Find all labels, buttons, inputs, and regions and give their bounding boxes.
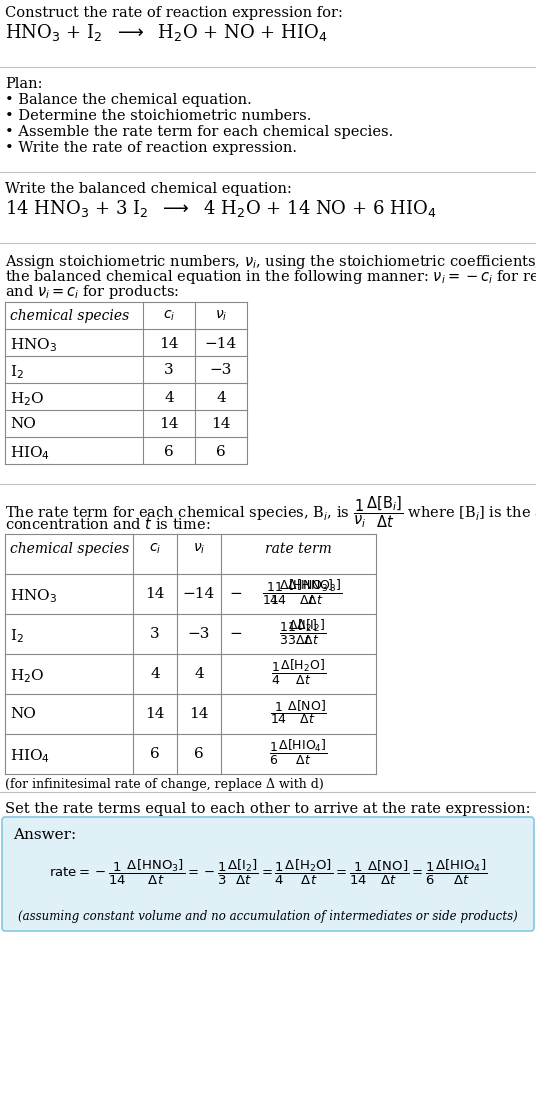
- Text: • Determine the stoichiometric numbers.: • Determine the stoichiometric numbers.: [5, 109, 311, 123]
- Text: 4: 4: [216, 390, 226, 404]
- Text: • Write the rate of reaction expression.: • Write the rate of reaction expression.: [5, 141, 297, 155]
- Text: −3: −3: [210, 364, 232, 377]
- Text: rate term: rate term: [265, 543, 332, 556]
- Text: 4: 4: [164, 390, 174, 404]
- Text: 6: 6: [194, 747, 204, 761]
- Text: 14: 14: [211, 418, 231, 432]
- Text: H$_2$O: H$_2$O: [10, 390, 44, 408]
- Text: HNO$_3$: HNO$_3$: [10, 587, 57, 605]
- Text: • Assemble the rate term for each chemical species.: • Assemble the rate term for each chemic…: [5, 125, 393, 139]
- Text: 4: 4: [194, 667, 204, 681]
- Text: $\dfrac{1}{6}\dfrac{\Delta[\mathrm{HIO_4}]}{\Delta t}$: $\dfrac{1}{6}\dfrac{\Delta[\mathrm{HIO_4…: [269, 738, 328, 766]
- Text: 14 HNO$_3$ + 3 I$_2$  $\longrightarrow$  4 H$_2$O + 14 NO + 6 HIO$_4$: 14 HNO$_3$ + 3 I$_2$ $\longrightarrow$ 4…: [5, 198, 436, 219]
- Text: $\nu_i$: $\nu_i$: [193, 543, 205, 557]
- Text: concentration and $t$ is time:: concentration and $t$ is time:: [5, 516, 211, 532]
- Text: Set the rate terms equal to each other to arrive at the rate expression:: Set the rate terms equal to each other t…: [5, 802, 531, 817]
- Text: HIO$_4$: HIO$_4$: [10, 445, 50, 463]
- Text: $c_i$: $c_i$: [149, 543, 161, 557]
- Text: chemical species: chemical species: [10, 543, 129, 556]
- Text: NO: NO: [10, 418, 36, 432]
- Text: (assuming constant volume and no accumulation of intermediates or side products): (assuming constant volume and no accumul…: [18, 910, 518, 923]
- Text: Construct the rate of reaction expression for:: Construct the rate of reaction expressio…: [5, 5, 343, 20]
- Text: $\dfrac{1}{3}\dfrac{\Delta[\mathrm{I_2}]}{\Delta t}$: $\dfrac{1}{3}\dfrac{\Delta[\mathrm{I_2}]…: [287, 617, 326, 647]
- Text: and $\nu_i = c_i$ for products:: and $\nu_i = c_i$ for products:: [5, 283, 180, 301]
- FancyBboxPatch shape: [2, 817, 534, 931]
- Text: The rate term for each chemical species, B$_i$, is $\dfrac{1}{\nu_i}\dfrac{\Delt: The rate term for each chemical species,…: [5, 494, 536, 529]
- Text: $\mathrm{rate} = -\dfrac{1}{14}\dfrac{\Delta[\mathrm{HNO_3}]}{\Delta t} = -\dfra: $\mathrm{rate} = -\dfrac{1}{14}\dfrac{\D…: [49, 857, 487, 887]
- Text: 14: 14: [145, 707, 165, 721]
- Text: 6: 6: [150, 747, 160, 761]
- Text: I$_2$: I$_2$: [10, 627, 24, 644]
- Text: 6: 6: [164, 445, 174, 458]
- Text: Answer:: Answer:: [13, 827, 76, 842]
- Text: $c_i$: $c_i$: [163, 309, 175, 323]
- Text: NO: NO: [10, 707, 36, 721]
- Text: $-$: $-$: [229, 625, 242, 639]
- Text: $\dfrac{1}{3}\dfrac{\Delta[\mathrm{I_2}]}{\Delta t}$: $\dfrac{1}{3}\dfrac{\Delta[\mathrm{I_2}]…: [279, 617, 318, 647]
- Text: 14: 14: [145, 587, 165, 601]
- Text: Assign stoichiometric numbers, $\nu_i$, using the stoichiometric coefficients, $: Assign stoichiometric numbers, $\nu_i$, …: [5, 253, 536, 271]
- Text: H$_2$O: H$_2$O: [10, 667, 44, 685]
- Text: 6: 6: [216, 445, 226, 458]
- Text: 14: 14: [159, 336, 178, 351]
- Text: the balanced chemical equation in the following manner: $\nu_i = -c_i$ for react: the balanced chemical equation in the fo…: [5, 269, 536, 286]
- Text: chemical species: chemical species: [10, 309, 129, 323]
- Text: Write the balanced chemical equation:: Write the balanced chemical equation:: [5, 182, 292, 196]
- Text: HIO$_4$: HIO$_4$: [10, 747, 50, 765]
- Text: 14: 14: [159, 418, 178, 432]
- Text: • Balance the chemical equation.: • Balance the chemical equation.: [5, 93, 252, 107]
- Text: −3: −3: [188, 627, 210, 641]
- Text: 3: 3: [150, 627, 160, 641]
- Text: HNO$_3$ + I$_2$  $\longrightarrow$  H$_2$O + NO + HIO$_4$: HNO$_3$ + I$_2$ $\longrightarrow$ H$_2$O…: [5, 22, 327, 43]
- Text: Plan:: Plan:: [5, 77, 42, 91]
- Text: I$_2$: I$_2$: [10, 364, 24, 381]
- Text: (for infinitesimal rate of change, replace Δ with d): (for infinitesimal rate of change, repla…: [5, 778, 324, 791]
- Text: $\dfrac{1}{14}\dfrac{\Delta[\mathrm{HNO_3}]}{\Delta t}$: $\dfrac{1}{14}\dfrac{\Delta[\mathrm{HNO_…: [270, 578, 343, 606]
- Text: 3: 3: [164, 364, 174, 377]
- Text: −14: −14: [205, 336, 237, 351]
- Text: 14: 14: [189, 707, 209, 721]
- Text: 4: 4: [150, 667, 160, 681]
- Text: −14: −14: [183, 587, 215, 601]
- Text: $-$: $-$: [229, 585, 242, 600]
- Text: HNO$_3$: HNO$_3$: [10, 336, 57, 354]
- Text: $\dfrac{1}{14}\dfrac{\Delta[\mathrm{NO}]}{\Delta t}$: $\dfrac{1}{14}\dfrac{\Delta[\mathrm{NO}]…: [270, 698, 327, 726]
- Text: $\dfrac{1}{4}\dfrac{\Delta[\mathrm{H_2O}]}{\Delta t}$: $\dfrac{1}{4}\dfrac{\Delta[\mathrm{H_2O}…: [271, 658, 326, 686]
- Text: $\dfrac{1}{14}\dfrac{\Delta[\mathrm{HNO_3}]}{\Delta t}$: $\dfrac{1}{14}\dfrac{\Delta[\mathrm{HNO_…: [262, 578, 334, 606]
- Text: $\nu_i$: $\nu_i$: [215, 309, 227, 323]
